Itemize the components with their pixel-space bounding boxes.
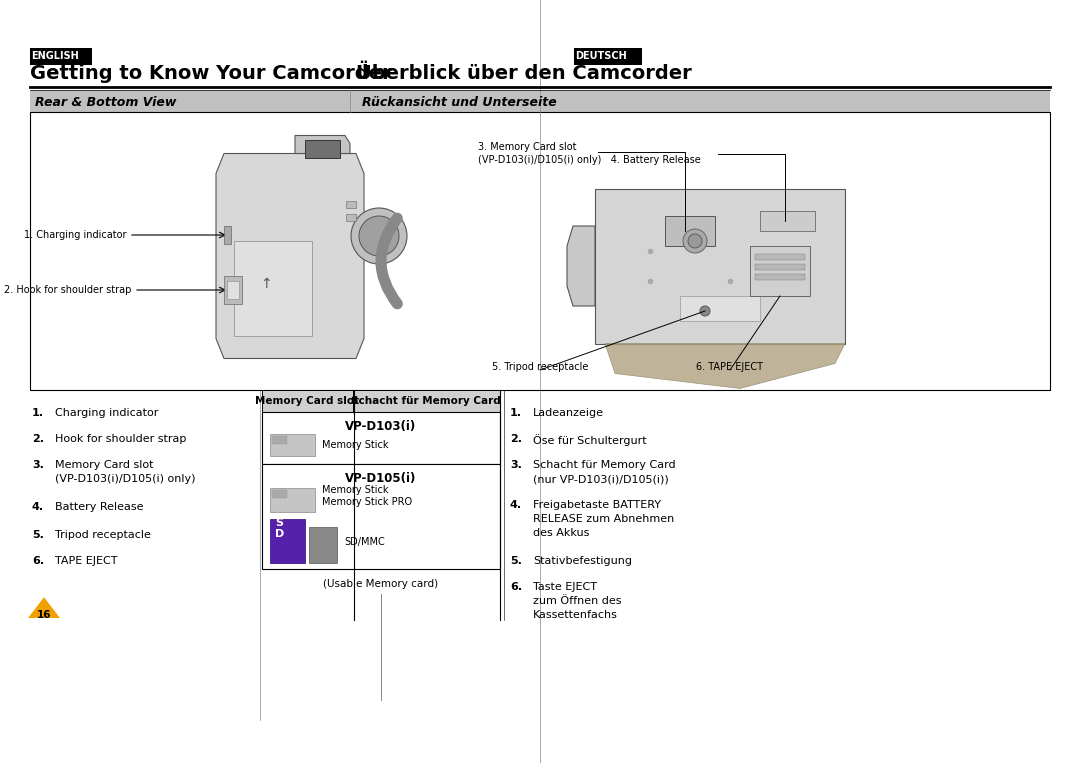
Circle shape (688, 234, 702, 248)
Text: Taste EJECT: Taste EJECT (534, 582, 597, 592)
Bar (755, 274, 805, 280)
Text: 1.: 1. (510, 408, 522, 418)
Text: SD/MMC: SD/MMC (345, 537, 384, 547)
Text: 5.: 5. (510, 556, 522, 566)
Text: 16: 16 (37, 610, 51, 620)
Text: DEUTSCH: DEUTSCH (575, 51, 626, 61)
Text: Memory Card slot: Memory Card slot (255, 396, 359, 406)
Text: Tripod receptacle: Tripod receptacle (55, 530, 151, 540)
Bar (755, 264, 805, 270)
Text: Überblick über den Camcorder: Überblick über den Camcorder (356, 64, 692, 83)
Text: 4.: 4. (32, 502, 44, 512)
Bar (270, 488, 315, 512)
Circle shape (351, 208, 407, 264)
Bar (573, 48, 642, 65)
Text: zum Öffnen des: zum Öffnen des (534, 596, 621, 606)
Text: 3.: 3. (32, 460, 44, 470)
Text: (nur VP-D103(i)/D105(i)): (nur VP-D103(i)/D105(i)) (534, 474, 669, 484)
Bar (680, 296, 760, 321)
Text: 5. Tripod receptacle: 5. Tripod receptacle (491, 362, 589, 372)
Text: Hook for shoulder strap: Hook for shoulder strap (55, 434, 187, 444)
Text: ENGLISH: ENGLISH (31, 51, 79, 61)
Text: 6.: 6. (510, 582, 522, 592)
Text: 3. Memory Card slot: 3. Memory Card slot (478, 142, 577, 152)
Polygon shape (567, 226, 595, 306)
Bar (262, 412, 500, 464)
Text: Battery Release: Battery Release (55, 502, 144, 512)
Bar (595, 188, 845, 343)
Text: 4.: 4. (510, 500, 522, 510)
Polygon shape (295, 136, 350, 153)
Text: 6.: 6. (32, 556, 44, 566)
Bar (346, 214, 356, 221)
Bar (262, 390, 353, 412)
Text: Öse für Schultergurt: Öse für Schultergurt (534, 434, 647, 446)
Text: Getting to Know Your Camcorder: Getting to Know Your Camcorder (30, 64, 392, 83)
Bar (270, 434, 315, 456)
Bar (30, 112, 1050, 390)
Text: Schacht für Memory Card: Schacht für Memory Card (534, 460, 676, 470)
Text: Stativbefestigung: Stativbefestigung (534, 556, 632, 566)
Bar (272, 490, 287, 498)
Text: 6. TAPE EJECT: 6. TAPE EJECT (697, 362, 764, 372)
Text: Freigabetaste BATTERY: Freigabetaste BATTERY (534, 500, 661, 510)
Text: 2. Hook for shoulder strap: 2. Hook for shoulder strap (3, 285, 131, 295)
Text: TAPE EJECT: TAPE EJECT (55, 556, 118, 566)
Text: (Usable Memory card): (Usable Memory card) (323, 579, 438, 589)
Text: Memory Stick: Memory Stick (322, 440, 389, 450)
Text: (VP-D103(i)/D105(i) only)   4. Battery Release: (VP-D103(i)/D105(i) only) 4. Battery Rel… (478, 155, 701, 165)
Text: 2.: 2. (510, 434, 522, 444)
Text: D: D (275, 529, 284, 539)
Polygon shape (605, 343, 845, 388)
Circle shape (700, 306, 710, 316)
Polygon shape (28, 597, 60, 618)
Text: 2.: 2. (32, 434, 44, 444)
Text: 3.: 3. (510, 460, 522, 470)
Bar (227, 281, 239, 299)
Text: RELEASE zum Abnehmen: RELEASE zum Abnehmen (534, 514, 674, 524)
Bar (346, 201, 356, 208)
Bar (262, 464, 500, 569)
Text: Ladeanzeige: Ladeanzeige (534, 408, 604, 418)
Text: Schacht für Memory Card: Schacht für Memory Card (351, 396, 501, 406)
Text: 1.: 1. (32, 408, 44, 418)
Text: Memory Card slot: Memory Card slot (55, 460, 153, 470)
Bar (30, 48, 92, 65)
Text: VP-D103(i): VP-D103(i) (346, 420, 417, 433)
Bar (309, 527, 337, 563)
Text: Rückansicht und Unterseite: Rückansicht und Unterseite (362, 95, 557, 108)
Bar (270, 519, 305, 563)
Bar (755, 254, 805, 260)
Text: Memory Stick
Memory Stick PRO: Memory Stick Memory Stick PRO (322, 485, 413, 507)
Bar (305, 140, 340, 157)
Bar (272, 436, 287, 444)
Text: Kassettenfachs: Kassettenfachs (534, 610, 618, 620)
Bar (224, 226, 231, 244)
Text: 1. Charging indicator: 1. Charging indicator (24, 230, 126, 240)
Text: 5.: 5. (32, 530, 44, 540)
Circle shape (359, 216, 399, 256)
Bar (353, 390, 500, 412)
Bar (234, 241, 312, 336)
Bar (750, 246, 810, 296)
Text: (VP-D103(i)/D105(i) only): (VP-D103(i)/D105(i) only) (55, 474, 195, 484)
Bar (760, 211, 815, 231)
Text: Rear & Bottom View: Rear & Bottom View (35, 95, 176, 108)
Circle shape (683, 229, 707, 253)
Text: des Akkus: des Akkus (534, 528, 590, 538)
Bar (224, 276, 242, 304)
Text: S: S (275, 518, 283, 528)
Polygon shape (216, 153, 364, 359)
Bar (30, 90, 1050, 112)
Text: VP-D105(i): VP-D105(i) (346, 472, 417, 485)
Text: Charging indicator: Charging indicator (55, 408, 159, 418)
Text: ↑: ↑ (260, 277, 272, 291)
Bar (665, 216, 715, 246)
